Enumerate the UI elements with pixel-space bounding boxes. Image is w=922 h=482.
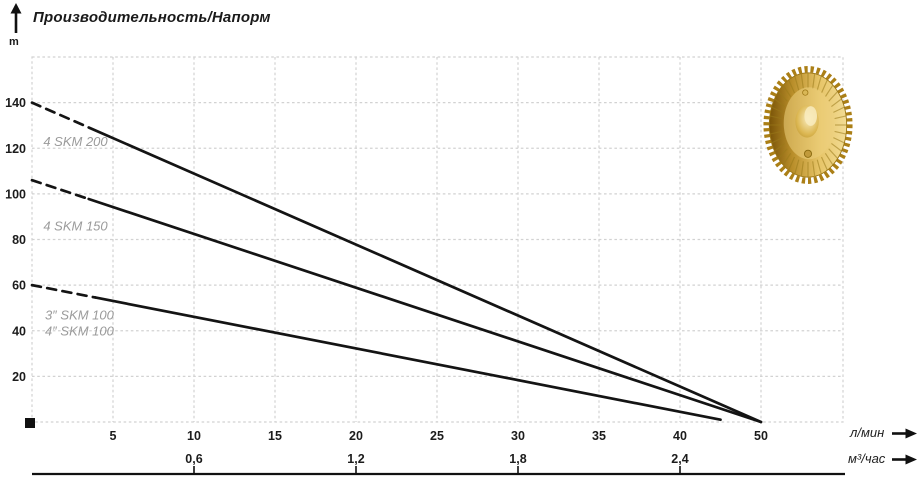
impeller-fin: [769, 115, 782, 120]
secondary-x-tick-label: 1,2: [347, 452, 364, 466]
series-curve: [93, 296, 722, 422]
impeller-fin: [782, 152, 792, 166]
x-axis-secondary-unit-label: м³/час: [848, 451, 886, 466]
impeller-fin: [777, 91, 788, 102]
x-tick-label: 25: [430, 429, 444, 443]
impeller-fin: [788, 156, 796, 171]
impeller-fin: [833, 106, 845, 113]
impeller-fin: [788, 79, 796, 94]
x-axis-primary-unit-label: л/мин: [850, 425, 885, 440]
origin-marker: [25, 418, 35, 428]
series-label: 4 SKM 200: [43, 134, 108, 149]
series-label: 4″ SKM 100: [45, 323, 115, 338]
x-tick-label: 20: [349, 429, 363, 443]
impeller-fin: [816, 159, 822, 175]
series-curve: [87, 126, 763, 424]
impeller-fin: [812, 161, 816, 177]
chart-title: Производительность/Напорм: [33, 9, 271, 26]
impeller-fin: [774, 98, 785, 108]
x-tick-label: 50: [754, 429, 768, 443]
impeller-fin: [774, 142, 785, 152]
y-tick-label: 100: [5, 187, 26, 201]
impeller-fin: [828, 148, 839, 159]
impeller-fin: [800, 73, 804, 89]
impeller-fin: [824, 152, 834, 166]
impeller-fin: [782, 84, 792, 98]
impeller-fins: [769, 72, 847, 178]
impeller-fin: [833, 137, 845, 144]
impeller-fin: [794, 75, 800, 91]
y-tick-label: 20: [12, 370, 26, 384]
series-label: 4 SKM 150: [43, 218, 108, 233]
impeller-fin: [771, 137, 783, 144]
y-tick-label: 120: [5, 142, 26, 156]
right-arrow-icon: [892, 428, 917, 439]
impeller-fin: [824, 84, 834, 98]
impeller-fin: [820, 79, 828, 94]
secondary-x-tick-label: 1,8: [509, 452, 526, 466]
right-arrow-icon: [892, 454, 917, 465]
secondary-x-tick-label: 0,6: [185, 452, 202, 466]
impeller-fin: [771, 106, 783, 113]
series-curve: [87, 197, 763, 424]
series-curve-dashed: [30, 283, 97, 299]
y-axis-up-arrow-icon: [10, 3, 22, 33]
series-curve-dashed: [30, 101, 91, 129]
y-tick-label: 80: [12, 233, 26, 247]
impeller-fin: [831, 142, 842, 152]
impeller-image: [763, 66, 853, 184]
secondary-x-tick-label: 2,4: [671, 452, 688, 466]
x-tick-label: 40: [673, 429, 687, 443]
impeller-fin: [820, 156, 828, 171]
impeller-fin: [828, 91, 839, 102]
x-tick-label: 35: [592, 429, 606, 443]
y-axis-unit-label: m: [9, 36, 19, 48]
impeller-fin: [834, 130, 847, 135]
impeller-fin: [794, 159, 800, 175]
impeller-fin: [834, 115, 847, 120]
y-tick-label: 40: [12, 324, 26, 338]
impeller-fin: [777, 148, 788, 159]
series-label: 3″ SKM 100: [45, 307, 115, 322]
x-tick-label: 15: [268, 429, 282, 443]
x-tick-label: 10: [187, 429, 201, 443]
series-curve-dashed: [30, 178, 91, 201]
x-tick-label: 30: [511, 429, 525, 443]
x-tick-label: 5: [110, 429, 117, 443]
impeller-fin: [816, 75, 822, 91]
y-tick-label: 60: [12, 279, 26, 293]
impeller-fin: [800, 161, 804, 177]
impeller-fin: [769, 130, 782, 135]
impeller-fin: [831, 98, 842, 108]
y-tick-label: 140: [5, 96, 26, 110]
impeller-fin: [812, 73, 816, 89]
